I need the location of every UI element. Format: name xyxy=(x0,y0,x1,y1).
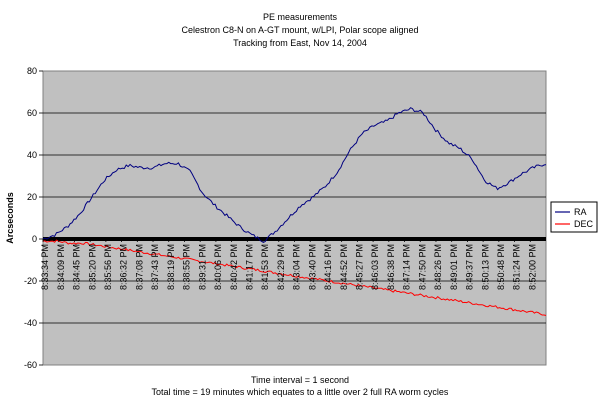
x-tick-label: 8:44:16 PM xyxy=(323,244,333,290)
x-tick-label: 8:38:55 PM xyxy=(182,244,192,290)
x-tick-label: 8:43:40 PM xyxy=(307,244,317,290)
y-tick-label: 40 xyxy=(27,150,37,160)
chart-title-line: Celestron C8-N on A-GT mount, w/LPI, Pol… xyxy=(182,25,419,35)
chart-title-line: PE measurements xyxy=(263,12,338,22)
x-tick-label: 8:52:00 PM xyxy=(527,244,537,290)
x-axis-label-line: Total time = 19 minutes which equates to… xyxy=(152,387,449,397)
x-tick-label: 8:45:27 PM xyxy=(355,244,365,290)
y-tick-label: 80 xyxy=(27,66,37,76)
x-tick-label: 8:47:50 PM xyxy=(417,244,427,290)
y-tick-label: 20 xyxy=(27,192,37,202)
x-tick-label: 8:49:01 PM xyxy=(449,244,459,290)
x-tick-label: 8:41:53 PM xyxy=(260,244,270,290)
x-tick-label: 8:40:42 PM xyxy=(229,244,239,290)
y-tick-label: -40 xyxy=(24,318,37,328)
y-tick-label: -60 xyxy=(24,360,37,370)
y-axis-label: Arcseconds xyxy=(5,192,15,244)
x-tick-label: 8:37:43 PM xyxy=(150,244,160,290)
x-tick-label: 8:50:13 PM xyxy=(480,244,490,290)
x-tick-label: 8:35:56 PM xyxy=(103,244,113,290)
x-tick-label: 8:34:45 PM xyxy=(72,244,82,290)
plot-area xyxy=(42,70,547,366)
series-line-dec xyxy=(42,239,547,316)
x-tick-label: 8:51:24 PM xyxy=(512,244,522,290)
y-tick-label: 60 xyxy=(27,108,37,118)
x-tick-label: 8:46:38 PM xyxy=(386,244,396,290)
x-tick-label: 8:39:31 PM xyxy=(197,244,207,290)
x-tick-label: 8:36:32 PM xyxy=(119,244,129,290)
x-tick-label: 8:41:17 PM xyxy=(244,244,254,290)
y-tick-label: -20 xyxy=(24,276,37,286)
x-axis-label-line: Time interval = 1 second xyxy=(251,375,349,385)
x-tick-label: 8:42:29 PM xyxy=(276,244,286,290)
x-tick-label: 8:33:34 PM xyxy=(40,244,50,290)
x-tick-label: 8:47:14 PM xyxy=(402,244,412,290)
x-tick-label: 8:50:48 PM xyxy=(496,244,506,290)
x-tick-label: 8:48:26 PM xyxy=(433,244,443,290)
legend xyxy=(550,201,598,233)
x-tick-label: 8:40:06 PM xyxy=(213,244,223,290)
x-tick-label: 8:34:09 PM xyxy=(56,244,66,290)
legend-label-dec: DEC xyxy=(574,219,594,229)
x-tick-label: 8:49:37 PM xyxy=(465,244,475,290)
x-tick-label: 8:44:52 PM xyxy=(339,244,349,290)
series-line-ra xyxy=(42,107,547,243)
legend-label-ra: RA xyxy=(574,207,587,217)
x-tick-label: 8:37:08 PM xyxy=(134,244,144,290)
x-tick-label: 8:46:03 PM xyxy=(370,244,380,290)
x-tick-label: 8:35:20 PM xyxy=(87,244,97,290)
y-tick-label: 0 xyxy=(32,234,37,244)
x-tick-label: 8:43:04 PM xyxy=(292,244,302,290)
chart-title-line: Tracking from East, Nov 14, 2004 xyxy=(233,38,367,48)
x-tick-label: 8:38:19 PM xyxy=(166,244,176,290)
